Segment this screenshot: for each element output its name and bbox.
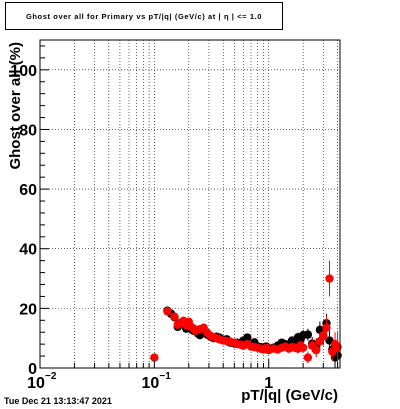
timestamp: Tue Dec 21 13:13:47 2021 bbox=[4, 396, 112, 406]
plot-background bbox=[40, 40, 340, 368]
data-point bbox=[303, 330, 313, 339]
data-series bbox=[150, 260, 342, 368]
x-tick-exponent: −1 bbox=[159, 371, 171, 382]
chart-title: Ghost over all for Primary vs pT/|q| (Ge… bbox=[25, 11, 263, 21]
x-tick-exponent: −2 bbox=[45, 371, 57, 382]
plot-frame bbox=[39, 39, 341, 369]
data-point bbox=[170, 312, 179, 321]
data-point bbox=[298, 343, 308, 352]
data-point bbox=[243, 333, 252, 342]
grid bbox=[39, 40, 340, 368]
data-point bbox=[333, 342, 342, 352]
y-tick-label: 80 bbox=[19, 122, 37, 139]
data-point bbox=[303, 353, 313, 362]
x-tick-label: 1 bbox=[264, 375, 273, 392]
x-tick-label: 10 bbox=[27, 375, 45, 392]
data-point bbox=[319, 331, 328, 340]
data-point bbox=[311, 345, 321, 355]
y-tick-label: 100 bbox=[10, 63, 37, 80]
data-point bbox=[150, 353, 159, 362]
data-point bbox=[322, 323, 331, 332]
y-tick-label: 0 bbox=[28, 361, 37, 378]
chart-title-box: Ghost over all for Primary vs pT/|q| (Ge… bbox=[5, 2, 283, 30]
x-tick-label: 10 bbox=[141, 375, 159, 392]
series-group bbox=[150, 260, 342, 364]
x-axis-label: pT/|q| (GeV/c) bbox=[241, 387, 338, 404]
data-point bbox=[163, 307, 172, 316]
y-tick-label: 20 bbox=[19, 301, 37, 318]
data-point bbox=[325, 274, 334, 283]
y-tick-label: 60 bbox=[19, 182, 37, 199]
y-tick-label: 40 bbox=[19, 242, 37, 259]
y-axis-label: Ghost over all (%) bbox=[7, 42, 24, 170]
